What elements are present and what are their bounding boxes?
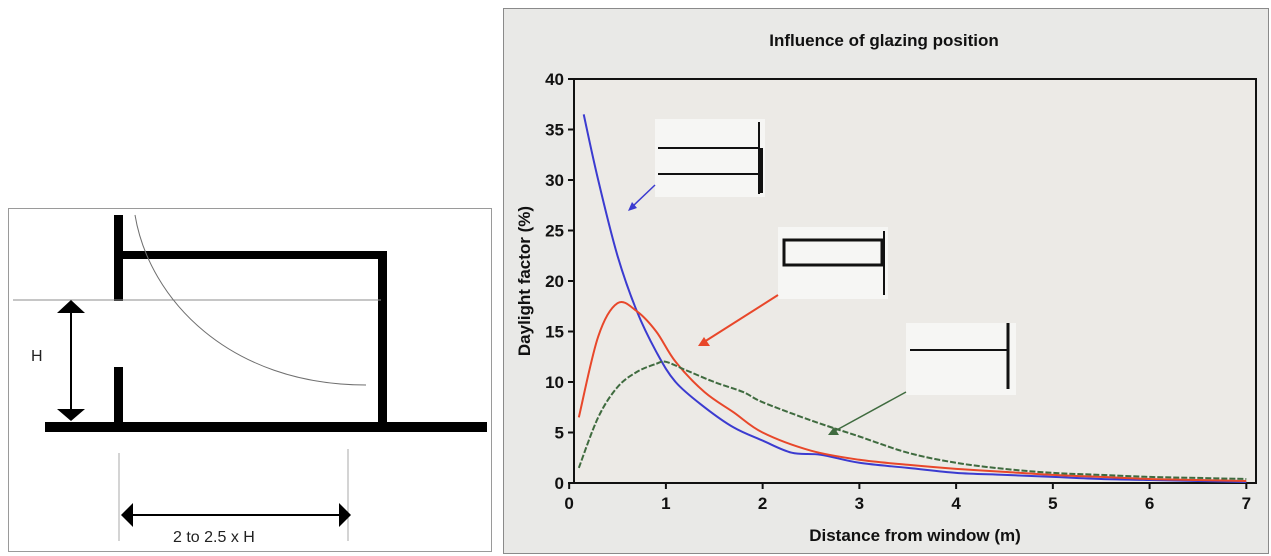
low-window-curve xyxy=(577,360,1247,480)
series-lines xyxy=(577,114,1247,483)
height-arrow-bottom xyxy=(57,409,85,421)
depth-label: 2 to 2.5 x H xyxy=(173,529,255,546)
high-window-pointer-head xyxy=(628,202,637,211)
y-tick-label: 15 xyxy=(545,323,564,342)
glazing-chart-panel: Influence of glazing position 0 5 10 15 20 25… xyxy=(503,8,1269,554)
x-tick-label: 4 xyxy=(951,494,961,513)
chart-title: Influence of glazing position xyxy=(769,31,999,50)
x-tick-label: 1 xyxy=(661,494,670,513)
depth-arrow-right xyxy=(339,503,351,527)
depth-arrow-left xyxy=(121,503,133,527)
ceiling xyxy=(117,251,387,259)
y-tick-label: 25 xyxy=(545,222,564,241)
x-tick-label: 0 xyxy=(564,494,573,513)
mid-window-pointer-line xyxy=(703,294,779,343)
x-tick-label: 5 xyxy=(1048,494,1057,513)
high-window-inset xyxy=(655,119,765,197)
mid-window-pointer xyxy=(698,294,779,346)
low-window-inset xyxy=(906,323,1016,395)
y-tick-label: 30 xyxy=(545,171,564,190)
y-tick-label: 0 xyxy=(555,474,564,493)
y-tick-label: 20 xyxy=(545,272,564,291)
low-window-pointer xyxy=(828,391,907,435)
x-axis: 0 1 2 3 4 5 6 7 xyxy=(564,483,1251,513)
y-tick-label: 35 xyxy=(545,121,564,140)
high-window-pointer-line xyxy=(632,184,656,207)
back-wall xyxy=(378,259,387,427)
high-window-inset-bg xyxy=(655,119,765,197)
mid-window-inset xyxy=(778,227,888,299)
daylight-contour xyxy=(134,214,367,386)
mid-window-pointer-head xyxy=(698,337,710,346)
y-axis: 0 5 10 15 20 25 30 35 40 xyxy=(545,70,574,493)
low-window-inset-bg xyxy=(906,323,1016,395)
mid-window-curve xyxy=(577,301,1247,482)
y-axis-label: Daylight factor (%) xyxy=(515,206,534,356)
mid-window-room xyxy=(782,238,884,267)
x-tick-label: 2 xyxy=(758,494,767,513)
y-tick-label: 10 xyxy=(545,373,564,392)
wall-lower xyxy=(114,367,123,431)
low-window-pointer-line xyxy=(832,391,907,433)
y-tick-label: 40 xyxy=(545,70,564,89)
y-tick-label: 5 xyxy=(555,424,564,443)
room-section-svg: H 2 to 2.5 x H xyxy=(13,214,487,546)
x-axis-label: Distance from window (m) xyxy=(809,526,1021,545)
x-tick-label: 3 xyxy=(855,494,864,513)
x-tick-label: 6 xyxy=(1145,494,1154,513)
glazing-chart: Influence of glazing position 0510152025… xyxy=(515,31,1257,545)
height-label: H xyxy=(31,348,43,365)
mid-window-inset-bg xyxy=(778,227,888,299)
height-arrow-top xyxy=(57,300,85,313)
high-window-pointer xyxy=(628,184,656,211)
low-window-pointer-head xyxy=(828,427,839,435)
x-tick-label: 7 xyxy=(1242,494,1251,513)
room-section-diagram: H 2 to 2.5 x H xyxy=(8,208,492,552)
floor xyxy=(45,422,487,432)
